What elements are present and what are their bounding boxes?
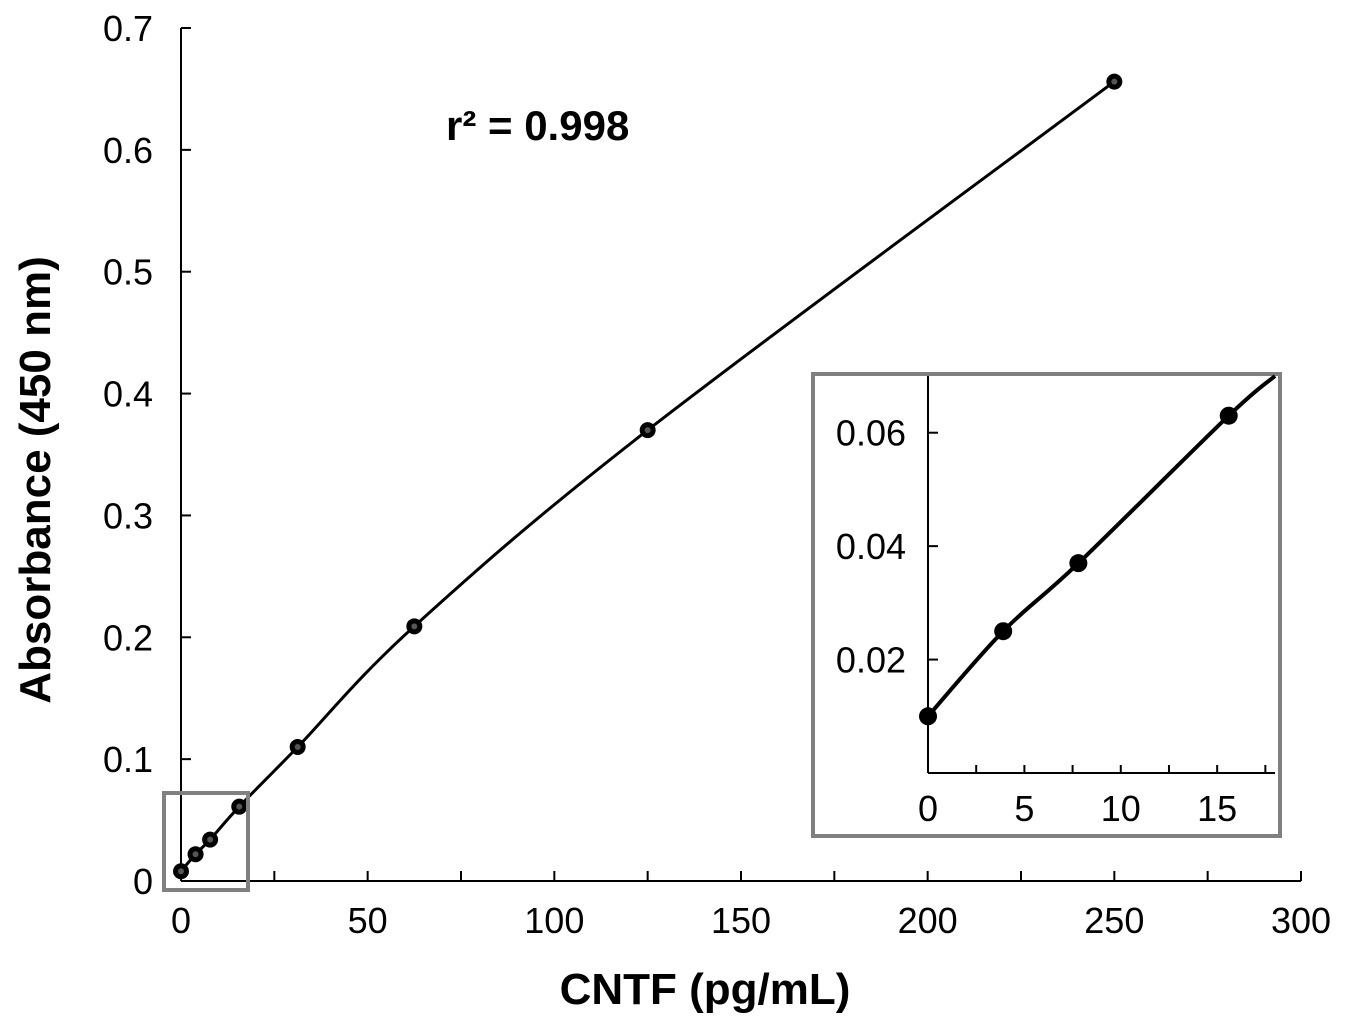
inset-x-tick-label: 5 bbox=[1014, 788, 1034, 829]
inset-x-tick-label: 0 bbox=[918, 788, 938, 829]
x-tick-label: 150 bbox=[711, 900, 771, 941]
y-axis-title: Absorbance (450 nm) bbox=[11, 256, 60, 703]
data-point-highlight bbox=[207, 836, 214, 843]
y-tick-label: 0.1 bbox=[103, 739, 153, 780]
inset-data-points bbox=[919, 406, 1238, 726]
inset-y-tick-label: 0.02 bbox=[836, 640, 906, 681]
inset-data-point bbox=[1069, 554, 1088, 573]
x-tick-label: 300 bbox=[1271, 900, 1331, 941]
y-tick-label: 0.7 bbox=[103, 8, 153, 49]
inset-data-point bbox=[919, 707, 937, 726]
inset-data-point bbox=[994, 622, 1013, 641]
data-point-highlight bbox=[236, 803, 243, 810]
x-tick-label: 0 bbox=[171, 900, 191, 941]
x-tick-labels: 0 50 100 150 200 250 300 bbox=[171, 900, 1331, 941]
inset-chart: 0.02 0.04 0.06 0 5 10 15 bbox=[811, 372, 1282, 838]
data-point-highlight bbox=[294, 743, 301, 750]
x-tick-label: 200 bbox=[898, 900, 958, 941]
y-tick-label: 0.5 bbox=[103, 252, 153, 293]
inset-x-tick-label: 10 bbox=[1101, 788, 1141, 829]
inset-x-tick-labels: 0 5 10 15 bbox=[918, 788, 1237, 829]
inset-frame bbox=[811, 372, 1282, 838]
inset-x-tick-label: 15 bbox=[1197, 788, 1237, 829]
y-tick-labels: 0 0.1 0.2 0.3 0.4 0.5 0.6 0.7 bbox=[103, 8, 153, 902]
data-point-highlight bbox=[644, 427, 651, 434]
inset-ticks bbox=[927, 431, 1267, 773]
main-ticks bbox=[180, 27, 1302, 882]
data-point-highlight bbox=[178, 868, 184, 875]
x-tick-label: 100 bbox=[524, 900, 584, 941]
x-tick-label: 250 bbox=[1084, 900, 1144, 941]
data-point-highlight bbox=[192, 851, 199, 858]
data-point-highlight bbox=[411, 623, 418, 630]
inset-y-tick-labels: 0.02 0.04 0.06 bbox=[836, 413, 906, 681]
zoom-region-box bbox=[162, 791, 250, 892]
inset-data-point bbox=[1219, 406, 1238, 425]
x-axis-title: CNTF (pg/mL) bbox=[560, 965, 851, 1014]
x-tick-label: 50 bbox=[348, 900, 388, 941]
y-tick-label: 0.6 bbox=[103, 130, 153, 171]
y-tick-label: 0.2 bbox=[103, 617, 153, 658]
r-squared-annotation: r² = 0.998 bbox=[446, 102, 629, 149]
y-tick-label: 0 bbox=[133, 861, 153, 902]
data-points bbox=[173, 73, 1123, 880]
y-tick-label: 0.4 bbox=[103, 374, 153, 415]
inset-y-tick-label: 0.04 bbox=[836, 526, 906, 567]
inset-y-tick-label: 0.06 bbox=[836, 413, 906, 454]
data-point-highlight bbox=[1111, 78, 1118, 85]
y-tick-label: 0.3 bbox=[103, 495, 153, 536]
